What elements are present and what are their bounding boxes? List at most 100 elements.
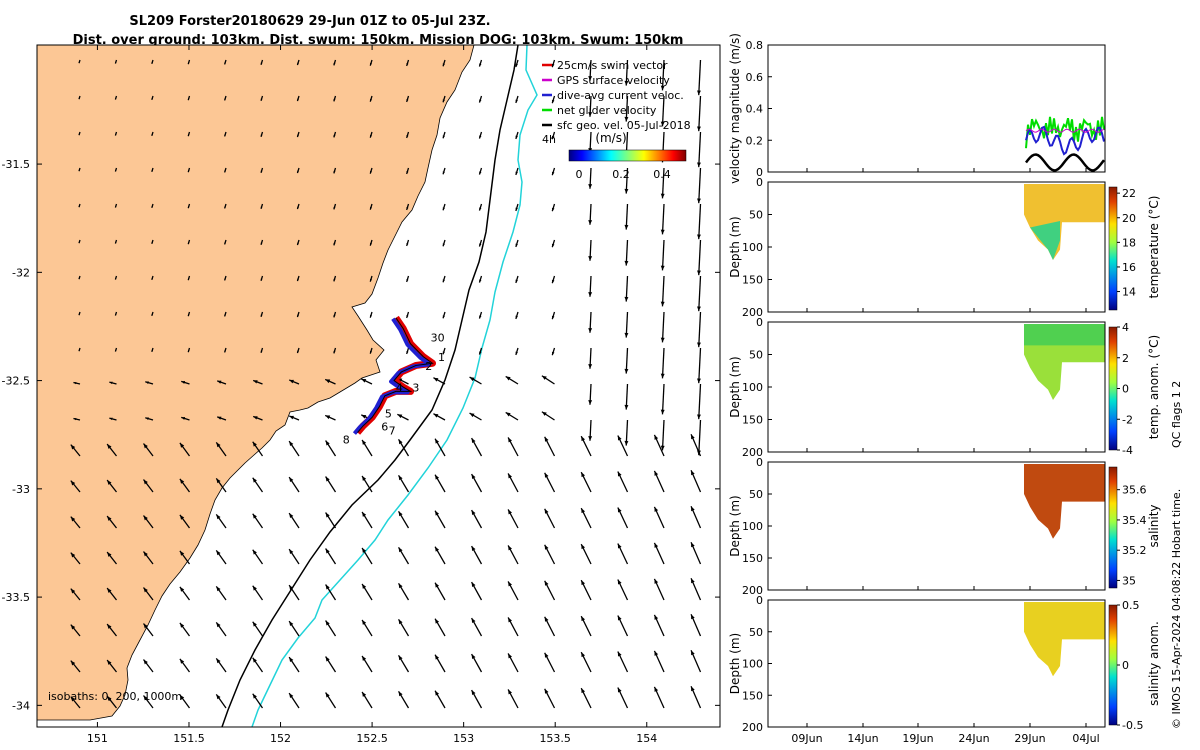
velocity-arrow xyxy=(698,59,702,96)
velocity-arrow-head xyxy=(224,206,226,209)
panel-ylabel: Depth (m) xyxy=(728,633,742,694)
isobath-1000m xyxy=(251,45,538,727)
velocity-arrow xyxy=(661,203,665,235)
velocity-arrow-head xyxy=(515,99,518,103)
velocity-arrow-head xyxy=(216,622,221,628)
velocity-arrow-head xyxy=(406,351,409,354)
panel-ytick-label: 0 xyxy=(756,594,763,607)
velocity-arrow-head xyxy=(151,206,153,208)
velocity-arrow-head xyxy=(544,616,549,622)
velocity-arrow-head xyxy=(697,306,701,312)
velocity-arrow-head xyxy=(691,434,695,440)
section-surface-layer xyxy=(1024,324,1105,346)
panel-ytick-label: 100 xyxy=(742,658,763,671)
panel-5: 0 50 100 150 200 Depth (m) -0.5 0 0.5 salinity an… xyxy=(728,594,1161,734)
velocity-arrow-head xyxy=(224,98,226,101)
velocity-arrow-head xyxy=(151,98,153,100)
time-tick-label: 29Jun xyxy=(1014,732,1045,745)
panel-ytick-label: 200 xyxy=(742,306,763,319)
panel-ytick-label: 150 xyxy=(742,689,763,702)
velocity-arrow-head xyxy=(398,475,403,481)
velocity-arrow-head xyxy=(115,205,117,208)
velocity-arrow-head xyxy=(289,585,294,591)
velocity-arrow-head xyxy=(70,624,76,630)
velocity-arrow-head xyxy=(369,279,372,282)
velocity-arrow-head xyxy=(398,655,403,661)
velocity-arrow-head xyxy=(654,434,659,440)
map-ytick-label: -32 xyxy=(12,266,30,279)
panel-ytick-label: 50 xyxy=(749,209,763,222)
velocity-arrow-head xyxy=(224,350,226,353)
velocity-arrow-head xyxy=(78,97,80,100)
dive-avg-current-line xyxy=(1025,125,1105,156)
day-label: 2 xyxy=(425,360,432,373)
velocity-arrow-head xyxy=(588,292,593,297)
colorbar-tick-label: 22 xyxy=(1122,187,1136,200)
velocity-arrow-head xyxy=(654,542,659,548)
velocity-arrow xyxy=(661,311,665,343)
velocity-arrow-head xyxy=(179,514,185,520)
velocity-arrow-head xyxy=(691,686,695,692)
velocity-arrow-head xyxy=(260,170,263,173)
velocity-arrow-head xyxy=(325,512,330,518)
velocity-arrow-head xyxy=(433,413,439,418)
velocity-arrow-head xyxy=(406,63,409,66)
velocity-arrow-head xyxy=(252,549,257,555)
panel-ytick-label: 0 xyxy=(756,316,763,329)
velocity-arrow-head xyxy=(260,350,263,353)
panel-ytick-label: 0.6 xyxy=(746,71,764,84)
velocity-arrow-head xyxy=(697,270,701,276)
velocity-arrow-head xyxy=(224,278,226,281)
velocity-arrow-head xyxy=(107,624,112,629)
speed-colorbar xyxy=(568,149,687,162)
velocity-arrow-head xyxy=(145,381,149,385)
panel-background xyxy=(768,45,1105,172)
velocity-arrow-head xyxy=(70,480,76,486)
velocity-arrow-head xyxy=(697,378,701,384)
panel-1: 0 0.2 0.4 0.6 0.8 velocity magnitude (m/s) xyxy=(728,33,1106,184)
velocity-arrow-head xyxy=(216,550,221,556)
colorbar-tick-label: 4 xyxy=(1122,321,1129,334)
velocity-arrow-head xyxy=(253,380,258,384)
velocity-arrow-head xyxy=(660,229,665,235)
velocity-arrow-head xyxy=(581,544,586,550)
velocity-arrow-head xyxy=(115,277,117,280)
velocity-arrow-head xyxy=(151,170,153,172)
panel-ytick-label: 50 xyxy=(749,626,763,639)
velocity-arrow-head xyxy=(442,315,445,319)
velocity-arrow-head xyxy=(508,509,513,515)
velocity-arrow-head xyxy=(333,350,336,354)
velocity-arrow-head xyxy=(624,332,629,338)
map-xtick-label: 152.5 xyxy=(356,732,388,745)
velocity-arrow-head xyxy=(109,417,113,421)
velocity-arrow-head xyxy=(297,98,299,102)
velocity-arrow-head xyxy=(435,654,440,660)
velocity-arrow-head xyxy=(289,621,294,627)
velocity-arrow-head xyxy=(697,162,701,168)
velocity-arrow-head xyxy=(624,440,629,446)
velocity-arrow-head xyxy=(442,351,445,355)
velocity-arrow-head xyxy=(479,351,482,355)
velocity-arrow-head xyxy=(588,220,593,225)
velocity-arrow-head xyxy=(78,277,80,280)
panel-colorbar xyxy=(1108,466,1118,589)
velocity-arrow-head xyxy=(691,614,695,620)
velocity-arrow-head xyxy=(78,169,80,172)
velocity-arrow-head xyxy=(398,511,403,517)
velocity-arrow-head xyxy=(143,443,148,449)
colorbar-tick-label: 14 xyxy=(1122,286,1136,299)
velocity-arrow-head xyxy=(515,315,518,319)
velocity-arrow-head xyxy=(253,416,258,420)
velocity-arrow-head xyxy=(471,438,476,444)
velocity-arrow-head xyxy=(406,171,409,174)
velocity-arrow-head xyxy=(115,241,117,244)
velocity-arrow-head xyxy=(260,62,263,65)
panel-frame xyxy=(767,321,1106,453)
velocity-arrow-head xyxy=(588,256,593,261)
day-label: 30 xyxy=(431,332,445,345)
velocity-arrow xyxy=(698,95,702,132)
velocity-arrow-head xyxy=(115,97,117,100)
day-label: 6 xyxy=(381,420,388,433)
velocity-arrow-head xyxy=(544,508,549,514)
